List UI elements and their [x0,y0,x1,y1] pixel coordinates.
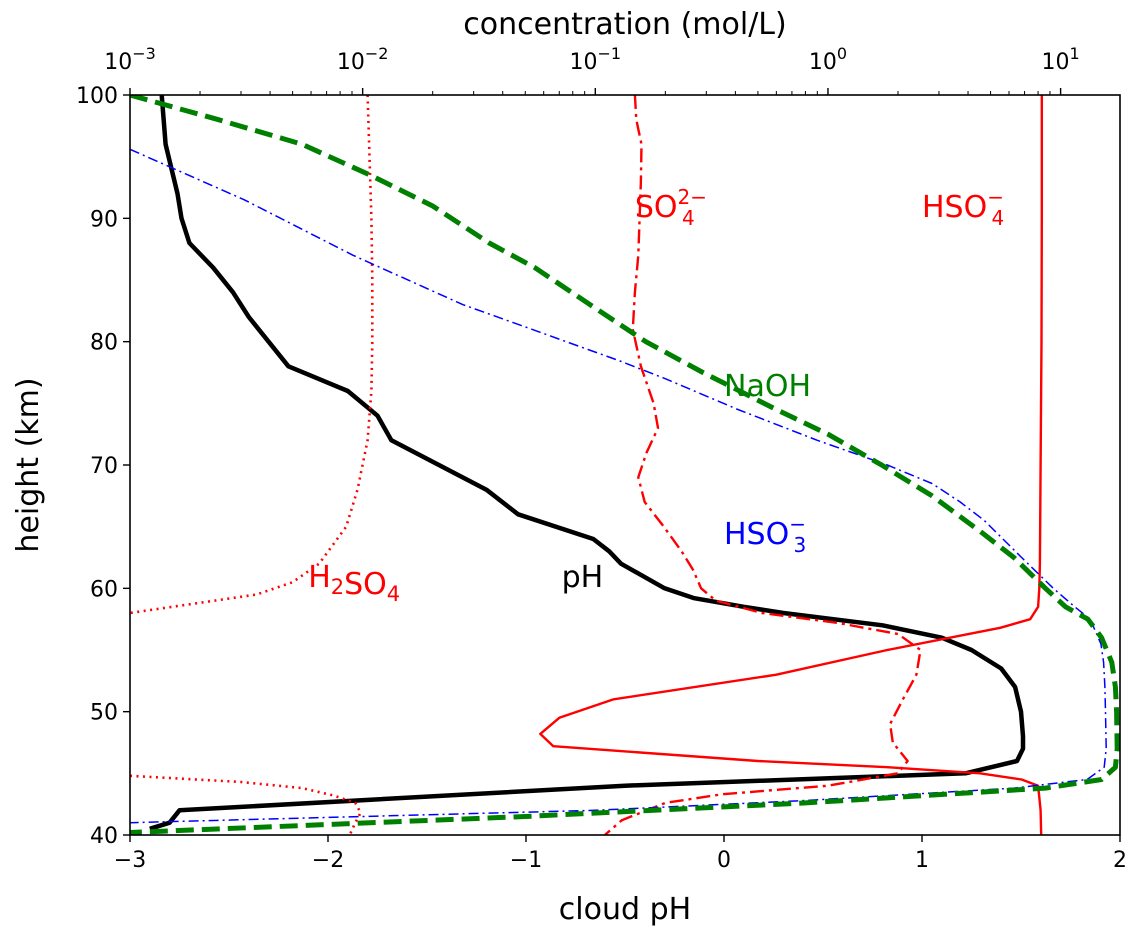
x-tick-label: 1 [915,848,929,873]
label-naoh: NaOH [724,369,811,404]
x-tick-label: 2 [1113,848,1127,873]
series-line-ph [149,95,1026,831]
y-tick-label: 90 [90,207,118,232]
top-tick-label: 10−2 [337,44,389,75]
y-tick-label: 70 [90,454,118,479]
x-tick-label: −2 [312,848,344,873]
x-tick-label: −1 [510,848,542,873]
top-tick-label: 101 [1042,44,1080,75]
top-tick-label: 10−3 [104,44,156,75]
series-layer [130,95,1120,835]
y-axis-title: height (km) [11,377,46,552]
label-hso4: HSO− 4 [922,185,1004,230]
annotation-layer: SO2− 4 HSO− 4 NaOH HSO− 3 H2SO4 pH [308,185,1004,606]
top-tick-label: 100 [809,44,847,75]
label-so4: SO2− 4 [635,185,707,230]
label-h2so4: H2SO4 [308,560,400,606]
label-ph: pH [562,560,604,595]
y-tick-label: 50 [90,701,118,726]
x-tick-label: −3 [114,848,146,873]
top-tick-label: 10−1 [570,44,622,75]
y-tick-label: 80 [90,331,118,356]
y-tick-label: 100 [76,84,118,109]
series-line-h2so4 [130,95,374,615]
series-line-hso3 [130,148,1107,824]
series-line-hso4 [539,95,1043,835]
y-tick-label: 60 [90,577,118,602]
y-tick-label: 40 [90,824,118,849]
top-axis-title: concentration (mol/L) [463,7,786,42]
x-tick-label: 0 [717,848,731,873]
series-line-naoh [130,95,1120,835]
x-axis-title: cloud pH [559,892,691,926]
series-line-h2so4-lower [130,774,362,835]
ticks-layer: −3 −2 −1 0 1 2 40 50 60 70 80 90 100 10−3 10−2 10−1 100 1… [76,44,1127,873]
label-hso3: HSO− 3 [724,512,806,557]
